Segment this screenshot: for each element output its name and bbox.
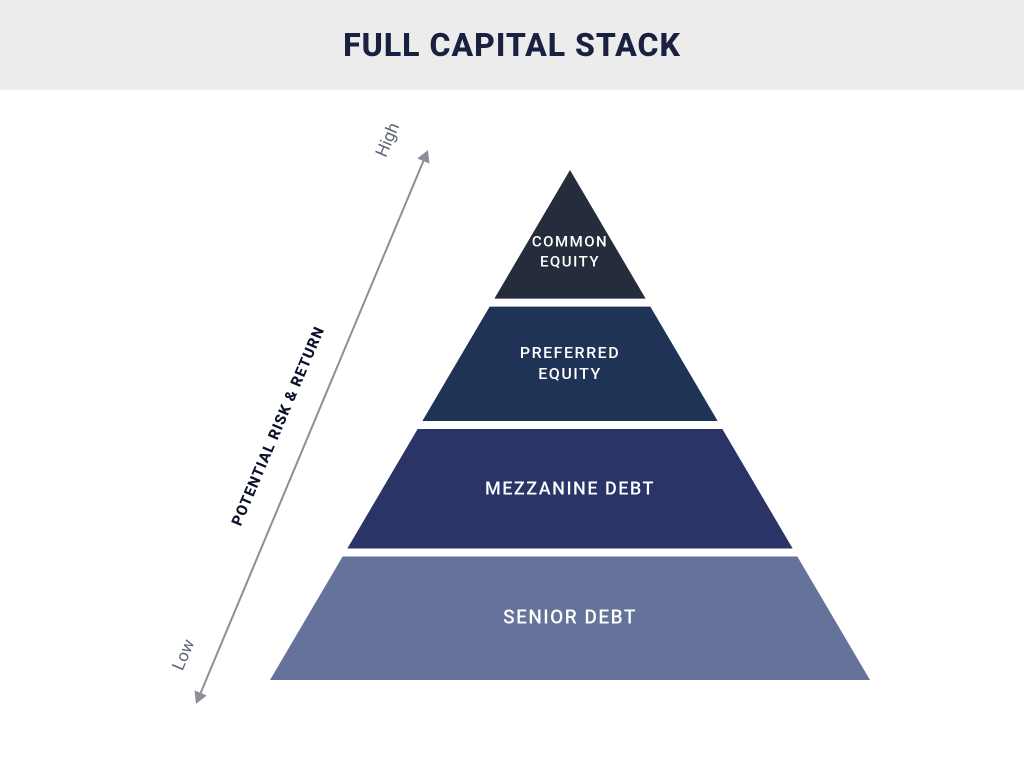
diagram-area: COMMONEQUITY PREFERREDEQUITY MEZZANINE DEB… — [0, 90, 1024, 768]
header-bar: FULL CAPITAL STACK — [0, 0, 1024, 90]
page-title: FULL CAPITAL STACK — [343, 26, 681, 64]
tier-label-2: MEZZANINE DEBT — [485, 477, 655, 500]
tier-label-1: PREFERREDEQUITY — [520, 343, 620, 385]
tier-label-3: SENIOR DEBT — [503, 606, 637, 631]
tier-label-0: COMMONEQUITY — [532, 233, 608, 272]
pyramid-svg — [0, 90, 1024, 768]
